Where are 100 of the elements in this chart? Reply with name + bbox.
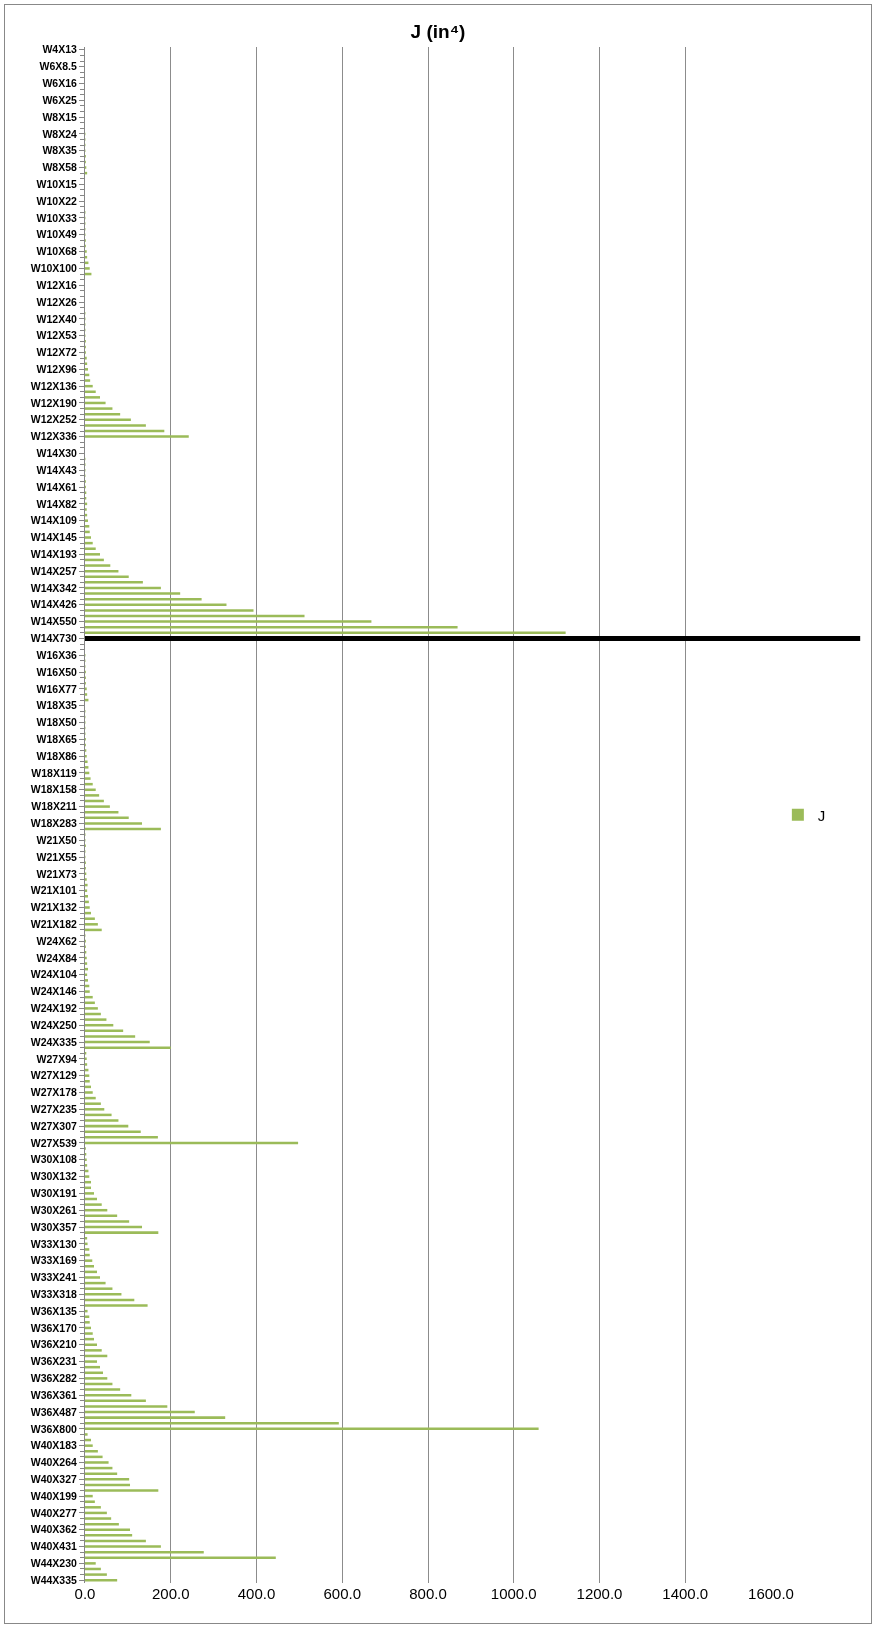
y-tick-label: W14X30 [36, 447, 78, 460]
y-tick-label: W27X539 [30, 1136, 78, 1149]
y-tick-label: W10X68 [36, 245, 78, 258]
chart-title: J (in⁴) [410, 20, 466, 42]
y-tick-label: W30X357 [30, 1220, 78, 1233]
bar [85, 1489, 159, 1492]
y-tick-label: W6X16 [42, 77, 78, 90]
bar [85, 435, 189, 438]
y-tick-label: W21X50 [36, 833, 78, 846]
bar [85, 906, 90, 909]
y-tick-label: W14X145 [30, 531, 78, 544]
bar [85, 1175, 90, 1178]
bar [85, 990, 90, 993]
y-tick-label: W16X50 [36, 665, 78, 678]
y-tick-label: W24X335 [30, 1035, 78, 1048]
y-tick-label: W10X15 [36, 178, 78, 191]
bar [85, 1304, 148, 1307]
bar [85, 1074, 90, 1077]
bar [85, 525, 90, 528]
y-tick-label: W21X73 [36, 867, 78, 880]
bar [85, 1388, 121, 1391]
y-tick-label: W14X550 [30, 615, 78, 628]
bar [85, 1332, 93, 1335]
bar [85, 1108, 105, 1111]
y-tick-label: W14X257 [30, 564, 78, 577]
y-tick-label: W27X129 [30, 1069, 78, 1082]
bar [85, 1573, 107, 1576]
bar [85, 1405, 168, 1408]
y-tick-label: W21X182 [30, 917, 78, 930]
bar [85, 362, 88, 365]
y-tick-label: W4X13 [42, 43, 78, 56]
x-tick-label: 1400.0 [662, 1585, 709, 1602]
x-tick-label: 1600.0 [748, 1585, 794, 1602]
bar [85, 396, 101, 399]
bar [85, 766, 89, 769]
y-tick-label: W12X96 [36, 363, 78, 376]
y-tick-label: W8X15 [42, 110, 78, 123]
bar [85, 1500, 95, 1503]
bar [85, 794, 100, 797]
bar [85, 923, 98, 926]
x-tick-label: 1000.0 [490, 1585, 537, 1602]
bar [85, 1035, 136, 1038]
bar [85, 1433, 88, 1436]
bar [85, 1119, 119, 1122]
y-tick-label: W8X58 [42, 161, 78, 174]
bar [85, 1231, 159, 1234]
y-tick-label: W24X84 [36, 951, 78, 964]
bar [85, 564, 111, 567]
y-tick-label: W14X730 [30, 632, 78, 645]
bar [85, 1349, 102, 1352]
y-tick-label: W14X426 [30, 598, 78, 611]
y-tick-label: W30X191 [30, 1187, 78, 1200]
bar [85, 1287, 113, 1290]
bar [85, 1309, 88, 1313]
bar [85, 895, 88, 898]
y-tick-label: W12X72 [36, 346, 78, 359]
y-tick-label: W14X61 [36, 480, 78, 493]
bar [85, 1517, 112, 1520]
bar [85, 979, 88, 982]
x-tick-label: 1200.0 [576, 1585, 623, 1602]
y-tick-label: W16X77 [36, 682, 78, 695]
bar [85, 1242, 88, 1246]
bar [85, 1018, 107, 1021]
y-tick-label: W14X82 [36, 497, 78, 510]
y-tick-label: W36X170 [30, 1321, 78, 1334]
bar [85, 777, 91, 780]
y-tick-label: W14X193 [30, 548, 78, 561]
y-tick-label: W18X158 [30, 783, 78, 796]
bar [85, 553, 101, 556]
bar [85, 1063, 88, 1066]
y-tick-label: W24X62 [36, 934, 78, 947]
y-tick-label: W33X318 [30, 1287, 78, 1300]
bar [85, 760, 88, 764]
bar [85, 1416, 226, 1419]
y-tick-label: W24X146 [30, 985, 78, 998]
y-tick-label: W27X307 [30, 1119, 78, 1132]
bar [85, 1265, 94, 1268]
bar [85, 267, 90, 270]
y-tick-label: W33X241 [30, 1271, 78, 1284]
y-tick-label: W14X342 [30, 581, 78, 594]
bar [85, 592, 181, 595]
bar [85, 1545, 161, 1548]
bar [85, 1461, 109, 1464]
legend-label: J [817, 806, 826, 824]
bar [85, 1444, 93, 1447]
bar [85, 519, 88, 522]
bar [85, 1091, 93, 1094]
y-tick-label: W18X283 [30, 817, 78, 830]
y-tick-label: W44X335 [30, 1573, 78, 1586]
y-tick-label: W30X132 [30, 1170, 78, 1183]
y-tick-label: W33X130 [30, 1237, 78, 1250]
y-tick-label: W36X282 [30, 1372, 78, 1385]
y-tick-label: W12X252 [30, 413, 78, 426]
bar [85, 1562, 96, 1565]
y-tick-label: W40X199 [30, 1489, 78, 1502]
y-tick-label: W27X178 [30, 1086, 78, 1099]
bar [85, 1478, 130, 1481]
bar [85, 609, 254, 612]
y-tick-label: W44X230 [30, 1557, 78, 1570]
bar [85, 1192, 94, 1195]
